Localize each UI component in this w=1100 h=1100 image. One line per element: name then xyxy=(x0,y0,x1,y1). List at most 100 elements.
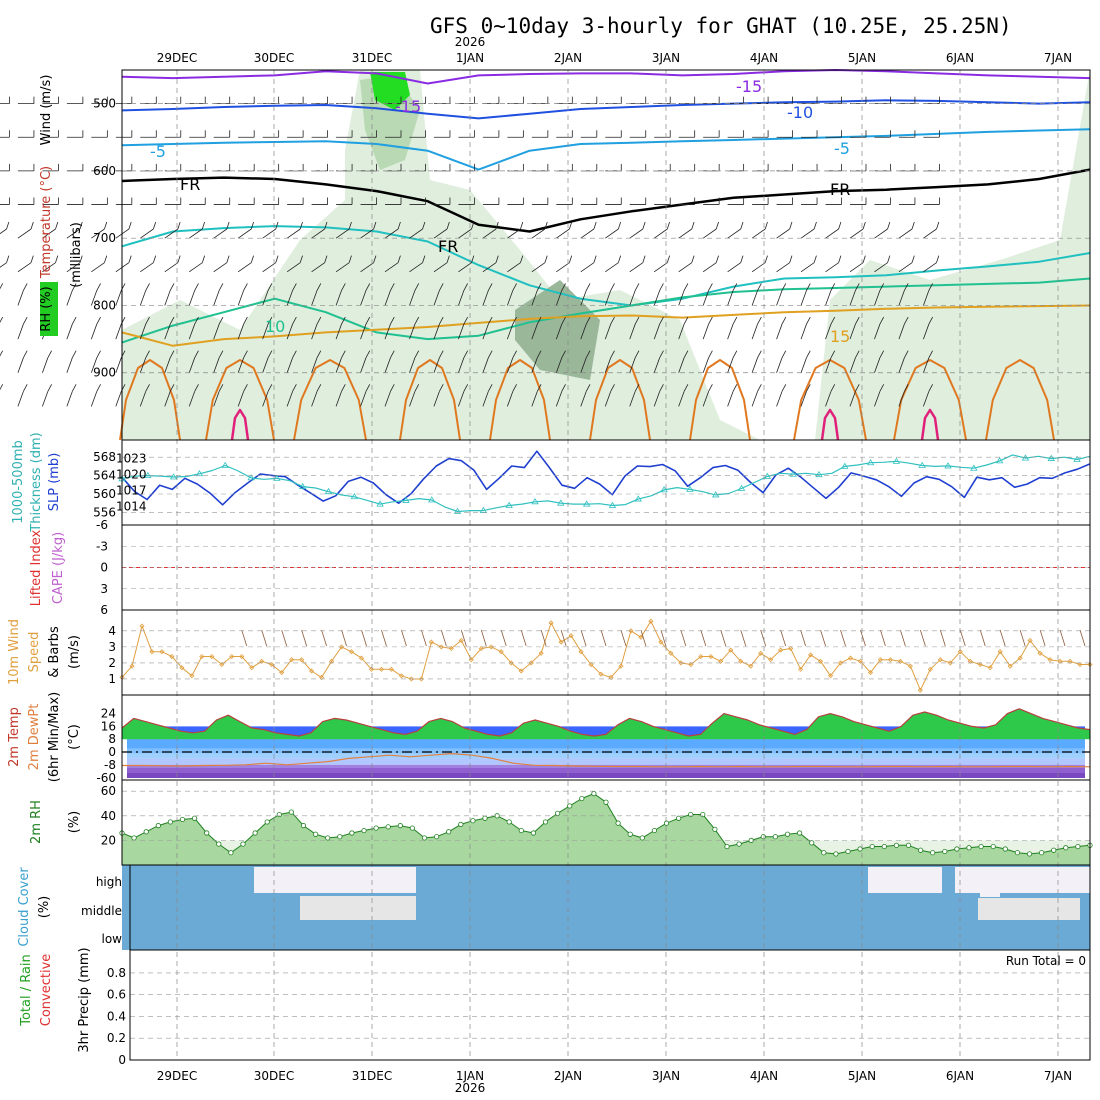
wind-barb-shaft xyxy=(90,391,98,407)
rh-marker xyxy=(869,843,875,850)
wind-barb-shaft xyxy=(0,262,7,268)
thickness-marker xyxy=(686,485,694,492)
wind-barb-shaft xyxy=(800,228,815,239)
wind-barb-shaft xyxy=(360,391,367,407)
wind-barb-shaft xyxy=(335,228,350,239)
wind-barb-flag xyxy=(806,384,811,392)
wind-barb-flag xyxy=(520,255,524,263)
rh-marker xyxy=(409,825,415,831)
wind-barb-shaft xyxy=(678,290,685,306)
wind-barb-flag xyxy=(365,384,371,392)
wind-barb-shaft xyxy=(311,290,318,306)
wind-barb-flag xyxy=(911,221,915,230)
date-label-top: 30DEC xyxy=(254,51,294,65)
wind-barb-shaft xyxy=(898,357,905,373)
wind-barb-10m xyxy=(540,629,547,647)
wind-barb-flag xyxy=(341,350,346,358)
wind-speed-marker xyxy=(368,666,375,672)
contour-plus20 xyxy=(985,359,1055,441)
wind-speed-marker xyxy=(738,658,744,664)
rh-marker xyxy=(651,827,658,834)
wind-speed-panel xyxy=(119,618,1093,693)
rh-marker xyxy=(1051,847,1057,853)
rh-marker xyxy=(627,831,633,837)
wind-barb-flag xyxy=(79,255,83,263)
thickness-marker xyxy=(144,471,152,478)
wind-barb-flag xyxy=(71,316,77,325)
contour-plus15 xyxy=(121,304,1091,347)
thickness-marker xyxy=(557,499,565,506)
rh-marker xyxy=(433,834,440,840)
contour-label: 10 xyxy=(265,317,285,336)
wind-speed-marker xyxy=(528,660,534,666)
series-thickness xyxy=(121,454,1091,513)
rh-legend-swatch xyxy=(40,282,58,336)
wind-speed-marker xyxy=(139,623,145,629)
cross-label-millibars: (millibars) xyxy=(69,222,84,288)
wind-barb-shaft xyxy=(727,357,734,373)
wind-barb-flag xyxy=(757,283,762,291)
wind-speed-marker xyxy=(1007,663,1013,669)
wind-barb-shaft xyxy=(66,262,81,273)
wind-barb-flag xyxy=(610,283,615,291)
slp-tick: 1014 xyxy=(116,499,147,513)
wind-barb-flag xyxy=(201,255,206,263)
wind-barb-flag xyxy=(292,350,297,358)
chart-title: GFS 0~10day 3-hourly for GHAT (10.25E, 2… xyxy=(430,14,1012,38)
temperature-panel xyxy=(121,708,1091,778)
wind-barb-shaft xyxy=(237,228,252,239)
panel-frame-precip xyxy=(129,949,1091,1061)
wind-barb-flag xyxy=(250,221,254,230)
wind-barb-flag xyxy=(887,255,891,263)
wind-barb-shaft xyxy=(139,290,147,306)
slp-label-thickness-b: Thickness (dm) xyxy=(29,432,44,532)
rh-marker xyxy=(204,830,210,836)
wind-barb-10m xyxy=(900,629,906,647)
wind-barb-flag xyxy=(390,384,395,392)
rh-tick: 20 xyxy=(101,833,116,847)
wind-barb-shaft xyxy=(91,262,105,273)
wind-barb-flag xyxy=(373,221,377,230)
thickness-marker xyxy=(660,486,668,493)
wind-barb-flag xyxy=(757,350,762,358)
wind-barb-flag xyxy=(243,316,248,325)
wind-barb-flag xyxy=(732,384,738,392)
wind-barb-shaft xyxy=(555,323,563,340)
wind-barb-10m xyxy=(800,629,806,647)
rh-marker xyxy=(216,841,222,847)
wind-barb-shaft xyxy=(702,357,710,373)
wind-barb-flag xyxy=(740,255,744,263)
wind-barb-flag xyxy=(47,350,52,358)
wind-barb-shaft xyxy=(874,391,881,407)
wind-speed-marker xyxy=(808,652,814,658)
wind-barb-shaft xyxy=(360,290,367,306)
series-dewpoint xyxy=(122,753,1091,768)
wind-barb-shaft xyxy=(286,262,301,273)
wind-barb-flag xyxy=(536,316,542,325)
rh-marker xyxy=(276,811,282,818)
wind-barb-flag xyxy=(544,255,548,263)
wind-barb-shaft xyxy=(702,391,710,407)
wind-barb-shaft xyxy=(189,262,203,273)
temp-band xyxy=(127,748,1085,754)
wind-barb-shaft xyxy=(458,323,465,340)
date-label-bottom: 2JAN xyxy=(554,1069,582,1083)
wind-barb-shaft xyxy=(751,391,758,407)
wind-barb-flag xyxy=(585,384,591,392)
wind-barb-shaft xyxy=(384,290,391,306)
rh-marker xyxy=(1002,846,1008,852)
wind-barb-shaft xyxy=(42,391,49,407)
cross-label-rh: RH (%) xyxy=(39,286,54,331)
wind-barb-flag xyxy=(145,384,150,392)
rh-marker xyxy=(131,835,137,841)
thickness-marker xyxy=(712,491,720,498)
wind-barb-shaft xyxy=(42,357,49,373)
wind-barb-shaft xyxy=(605,262,619,273)
rh-tick: 40 xyxy=(101,809,116,823)
wind-speed-marker xyxy=(239,653,245,660)
thickness-marker xyxy=(789,470,797,477)
wind-speed-marker xyxy=(907,663,913,669)
series-temperature xyxy=(121,708,1091,737)
wind-barb-shaft xyxy=(213,290,220,306)
wind-barb-shaft xyxy=(213,323,220,340)
